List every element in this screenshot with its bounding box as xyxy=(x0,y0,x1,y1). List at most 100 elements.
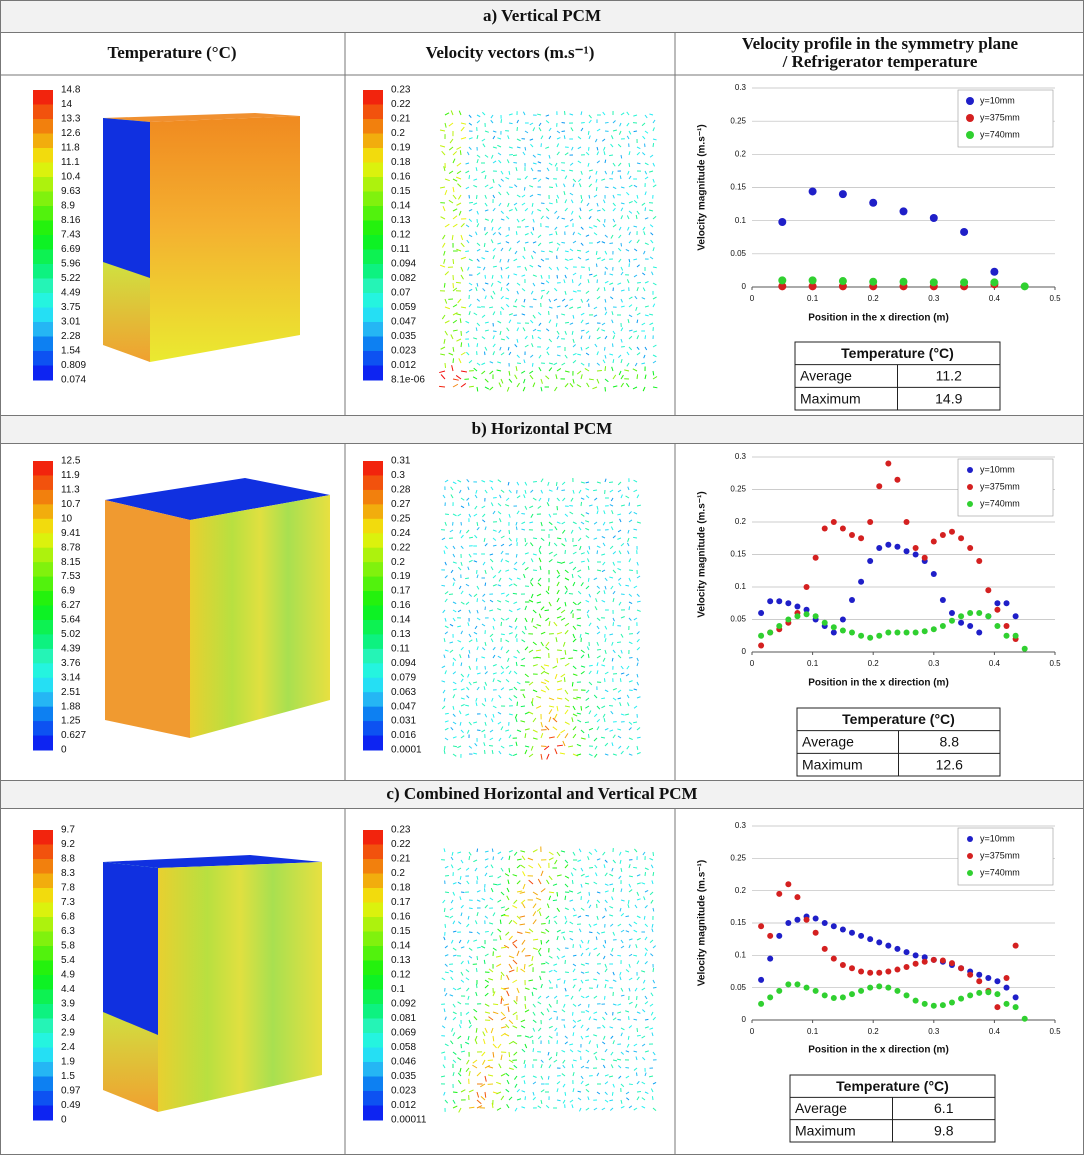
vector-arrow xyxy=(513,155,517,156)
colorbar-label: 0.035 xyxy=(391,331,416,342)
vector-arrow xyxy=(549,920,550,924)
x-tick-label: 0 xyxy=(750,1027,755,1036)
colorbar-swatch xyxy=(33,1077,53,1092)
colorbar-label: 0.21 xyxy=(391,114,411,125)
vector-arrow xyxy=(445,924,446,928)
vector-arrow xyxy=(645,872,646,876)
vector-arrow xyxy=(596,937,597,940)
data-point xyxy=(776,623,782,629)
colorbar-swatch xyxy=(33,903,53,918)
colorbar-swatch xyxy=(33,1062,53,1077)
colorbar-swatch xyxy=(33,859,53,874)
data-point xyxy=(1004,600,1010,606)
vector-arrow xyxy=(629,606,630,610)
colorbar-swatch xyxy=(33,649,53,664)
colorbar-swatch xyxy=(33,562,53,577)
colorbar-swatch xyxy=(363,148,383,163)
colorbar-swatch xyxy=(33,946,53,961)
y-tick-label: 0.1 xyxy=(735,216,747,225)
colorbar-label: 0.094 xyxy=(391,259,416,270)
colorbar-label: 8.15 xyxy=(61,557,81,568)
data-point xyxy=(840,994,846,1000)
vector-arrow xyxy=(621,594,625,595)
vector-arrow xyxy=(629,690,633,691)
vector-arrow xyxy=(553,1011,557,1012)
vector-arrow xyxy=(541,940,542,944)
vector-arrow xyxy=(453,259,454,264)
data-point xyxy=(967,610,973,616)
box-face xyxy=(158,862,322,1112)
x-tick-label: 0.5 xyxy=(1049,659,1061,668)
colorbar-label: 1.5 xyxy=(61,1071,75,1082)
column-header: / Refrigerator temperature xyxy=(782,52,978,71)
data-point xyxy=(990,278,998,286)
colorbar-label: 0.00011 xyxy=(391,1115,427,1126)
colorbar-swatch xyxy=(33,678,53,693)
data-point xyxy=(940,623,946,629)
vector-arrow xyxy=(537,330,541,331)
colorbar-swatch xyxy=(33,192,53,207)
colorbar-swatch xyxy=(33,620,53,635)
colorbar-swatch xyxy=(363,235,383,250)
colorbar-swatch xyxy=(33,475,53,490)
colorbar-swatch xyxy=(363,322,383,337)
data-point xyxy=(894,630,900,636)
data-point xyxy=(885,943,891,949)
vector-arrow xyxy=(629,1084,633,1085)
data-point xyxy=(894,988,900,994)
data-point xyxy=(804,611,810,617)
vector-arrow xyxy=(581,502,582,506)
data-point xyxy=(858,579,864,585)
colorbar-label: 0.13 xyxy=(391,629,411,640)
colorbar-label: 0.15 xyxy=(391,926,411,937)
vector-arrow xyxy=(439,386,445,387)
box-face xyxy=(190,495,330,738)
colorbar-swatch xyxy=(33,961,53,976)
vector-arrow xyxy=(509,868,510,872)
vector-arrow xyxy=(513,162,517,163)
data-point xyxy=(831,995,837,1001)
legend-marker xyxy=(967,501,973,507)
x-tick-label: 0.2 xyxy=(868,1027,880,1036)
colorbar-swatch xyxy=(33,721,53,736)
colorbar-label: 11.1 xyxy=(61,157,80,168)
data-point xyxy=(885,985,891,991)
colorbar-label: 2.28 xyxy=(61,331,81,342)
colorbar-label: 11.8 xyxy=(61,143,80,154)
data-point xyxy=(958,535,964,541)
table-cell: 9.8 xyxy=(934,1123,954,1139)
data-point xyxy=(858,969,864,975)
colorbar-swatch xyxy=(363,932,383,947)
colorbar-label: 0.13 xyxy=(391,955,411,966)
colorbar-swatch xyxy=(363,591,383,606)
vector-arrow xyxy=(556,482,557,486)
data-point xyxy=(904,964,910,970)
vector-arrow xyxy=(524,187,525,191)
y-tick-label: 0.2 xyxy=(735,886,747,895)
vector-arrow xyxy=(548,498,549,502)
vector-arrow xyxy=(652,1096,653,1100)
x-axis-label: Position in the x direction (m) xyxy=(808,678,949,689)
colorbar-label: 0.18 xyxy=(391,883,411,894)
data-point xyxy=(940,1002,946,1008)
data-point xyxy=(904,548,910,554)
colorbar-label: 10.4 xyxy=(61,172,81,183)
colorbar-swatch xyxy=(363,649,383,664)
vector-arrow xyxy=(645,1019,648,1020)
data-point xyxy=(858,988,864,994)
data-point xyxy=(809,187,817,195)
data-point xyxy=(904,949,910,955)
colorbar-swatch xyxy=(363,577,383,592)
colorbar-label: 2.51 xyxy=(61,687,81,698)
x-tick-label: 0.1 xyxy=(807,294,819,303)
colorbar-label: 0.063 xyxy=(391,687,416,698)
y-tick-label: 0 xyxy=(742,647,747,656)
data-point xyxy=(922,959,928,965)
colorbar-label: 14 xyxy=(61,99,73,110)
data-point xyxy=(809,276,817,284)
vector-arrow xyxy=(449,594,453,595)
data-point xyxy=(822,946,828,952)
vector-arrow xyxy=(489,876,493,877)
colorbar-swatch xyxy=(363,337,383,352)
vector-arrow xyxy=(585,722,589,723)
